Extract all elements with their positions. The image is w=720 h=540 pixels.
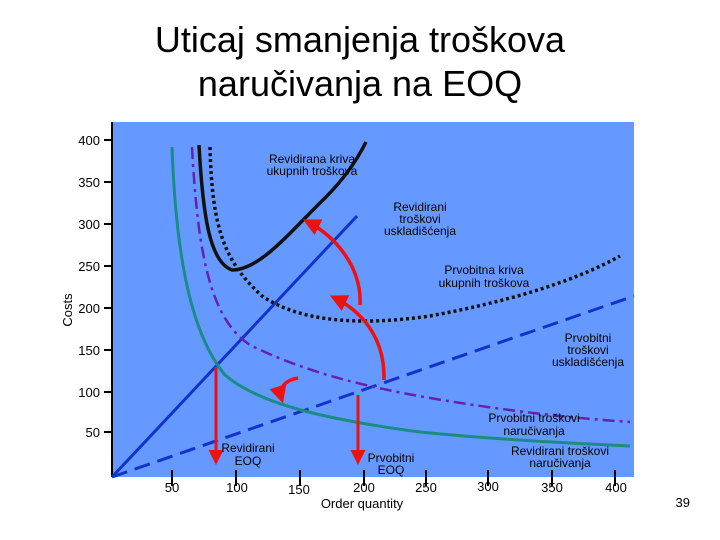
series-original-total-cost (208, 146, 621, 323)
x-axis-label: Order quantity (321, 496, 404, 511)
y-tick-label: 50 (86, 425, 100, 440)
x-tick-label: 250 (415, 480, 437, 495)
series-original-ordering-cost (190, 146, 631, 424)
plot-area (112, 122, 634, 477)
svg-text:naručivanja: naručivanja (529, 456, 591, 470)
y-tick-label: 100 (78, 385, 100, 400)
x-tick-label: 100 (226, 480, 248, 495)
svg-text:ukupnih troškova: ukupnih troškova (267, 164, 358, 178)
svg-text:uskladišćenja: uskladišćenja (384, 224, 456, 238)
x-tick-label: 50 (165, 480, 179, 495)
label-original-eoq: Prvobitni EOQ (368, 451, 415, 477)
series-revised-holding-cost (110, 214, 359, 479)
svg-text:Revidirana kriva: Revidirana kriva (269, 152, 355, 166)
x-tick-label: 300 (477, 479, 499, 494)
y-axis-label: Costs (60, 293, 75, 327)
svg-text:naručivanja: naručivanja (503, 424, 565, 438)
svg-text:Prvobitna kriva: Prvobitna kriva (444, 263, 524, 277)
y-tick-marks (104, 139, 112, 433)
slide-number: 39 (675, 495, 690, 510)
label-revised-eoq: Revidirani EOQ (221, 441, 274, 468)
chart-title: Uticaj smanjenja troškova naručivanja na… (40, 18, 680, 106)
x-tick-label: 400 (605, 480, 627, 495)
title-line-2: naručivanja na EOQ (197, 63, 523, 104)
svg-text:ukupnih troškova: ukupnih troškova (439, 276, 530, 290)
label-original-holding-cost: Prvobitni troškovi uskladišćenja (552, 331, 624, 369)
title-line-1: Uticaj smanjenja troškova (154, 19, 566, 60)
y-tick-label: 300 (78, 217, 100, 232)
svg-text:EOQ: EOQ (378, 463, 405, 477)
svg-text:Prvobitni: Prvobitni (565, 331, 612, 345)
y-tick-label: 250 (78, 259, 100, 274)
svg-text:troškovi: troškovi (399, 212, 440, 226)
arrow-holding-shift (302, 219, 362, 306)
label-revised-total-cost: Revidirana kriva ukupnih troškova (267, 152, 358, 178)
svg-text:EOQ: EOQ (235, 454, 262, 468)
y-tick-label: 350 (78, 175, 100, 190)
svg-text:Revidirani troškovi: Revidirani troškovi (511, 444, 609, 458)
svg-text:Revidirani: Revidirani (221, 441, 274, 455)
label-revised-holding-cost: Revidirani troškovi uskladišćenja (384, 200, 456, 238)
arrow-total-shift (329, 295, 386, 381)
svg-text:Prvobitni: Prvobitni (368, 451, 415, 465)
x-tick-label: 350 (541, 480, 563, 495)
series-revised-total-cost (197, 141, 368, 272)
label-revised-ordering-cost: Revidirani troškovi naručivanja (511, 444, 609, 470)
svg-text:Prvobitni troškovi: Prvobitni troškovi (488, 411, 579, 425)
svg-text:troškovi: troškovi (567, 343, 608, 357)
svg-text:uskladišćenja: uskladišćenja (552, 355, 624, 369)
x-tick-marks (171, 470, 616, 486)
series-revised-ordering-cost (170, 146, 631, 448)
y-tick-label: 400 (78, 133, 100, 148)
x-tick-label: 200 (353, 480, 375, 495)
y-tick-label: 150 (78, 343, 100, 358)
svg-text:Revidirani: Revidirani (393, 200, 446, 214)
arrow-ordering-shift (269, 376, 299, 404)
label-original-ordering-cost: Prvobitni troškovi naručivanja (488, 411, 579, 438)
x-tick-label: 150 (288, 482, 310, 497)
y-tick-label: 200 (78, 301, 100, 316)
label-original-total-cost: Prvobitna kriva ukupnih troškova (439, 263, 530, 290)
